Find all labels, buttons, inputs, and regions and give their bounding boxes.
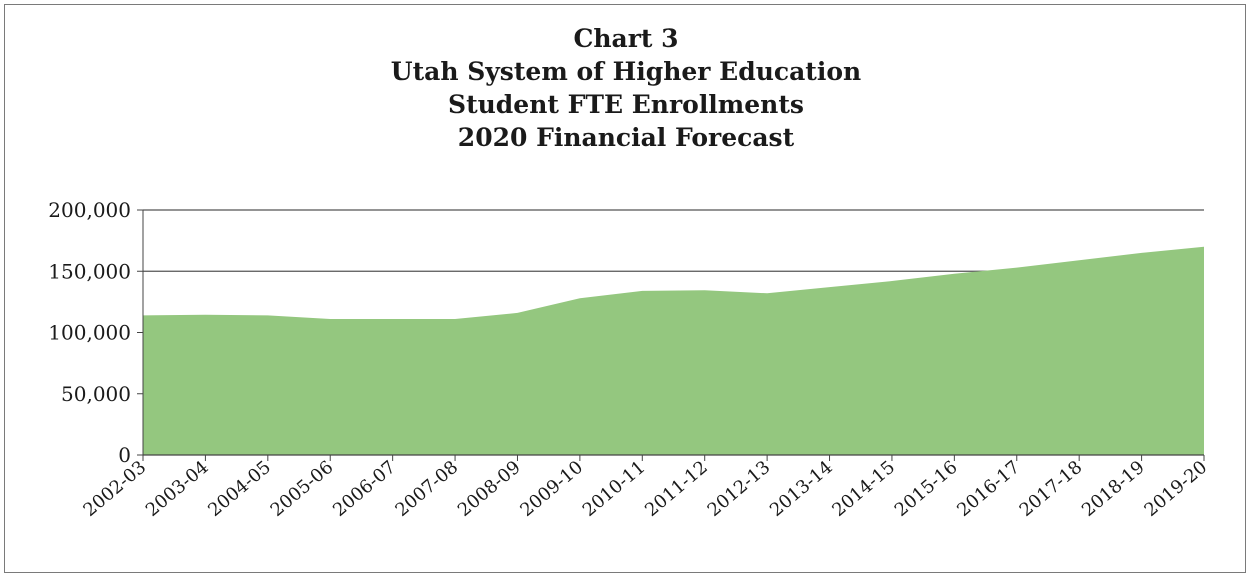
chart-title-line-1: Chart 3: [573, 24, 679, 53]
chart-title-line-4: 2020 Financial Forecast: [457, 123, 795, 152]
x-axis-ticks: 2002-032003-042004-052005-062006-072007-…: [79, 455, 1211, 521]
x-tick-label: 2019-20: [1140, 457, 1211, 521]
chart-title-line-3: Student FTE Enrollments: [448, 90, 804, 119]
y-tick-label: 150,000: [48, 259, 131, 283]
y-axis-ticks: 0 50,000 100,000 150,000 200,000: [48, 198, 143, 467]
chart-title: Chart 3 Utah System of Higher Education …: [0, 22, 1252, 154]
x-tick-label: 2017-18: [1016, 457, 1087, 521]
x-tick-label: 2015-16: [891, 457, 962, 521]
area-fill: [143, 246, 1204, 455]
x-tick-label: 2007-08: [391, 457, 462, 521]
y-tick-label: 200,000: [48, 198, 131, 222]
x-tick-label: 2004-05: [204, 457, 275, 521]
x-tick-label: 2009-10: [516, 457, 587, 521]
x-tick-label: 2008-09: [454, 457, 525, 521]
chart-title-line-2: Utah System of Higher Education: [390, 57, 862, 86]
y-tick-label: 100,000: [48, 321, 131, 345]
x-tick-label: 2002-03: [79, 457, 150, 521]
x-tick-label: 2010-11: [579, 457, 650, 521]
y-tick-label: 50,000: [61, 382, 131, 406]
x-tick-label: 2003-04: [142, 457, 213, 521]
y-tick-label: 0: [118, 443, 131, 467]
x-tick-label: 2018-19: [1078, 457, 1149, 521]
x-tick-label: 2011-12: [641, 457, 712, 521]
x-tick-label: 2005-06: [267, 457, 338, 521]
x-tick-label: 2014-15: [828, 457, 899, 521]
x-tick-label: 2016-17: [953, 457, 1024, 521]
x-tick-label: 2012-13: [704, 457, 775, 521]
area-series: [143, 246, 1204, 455]
x-tick-label: 2006-07: [329, 457, 400, 521]
x-tick-label: 2013-14: [766, 457, 837, 521]
